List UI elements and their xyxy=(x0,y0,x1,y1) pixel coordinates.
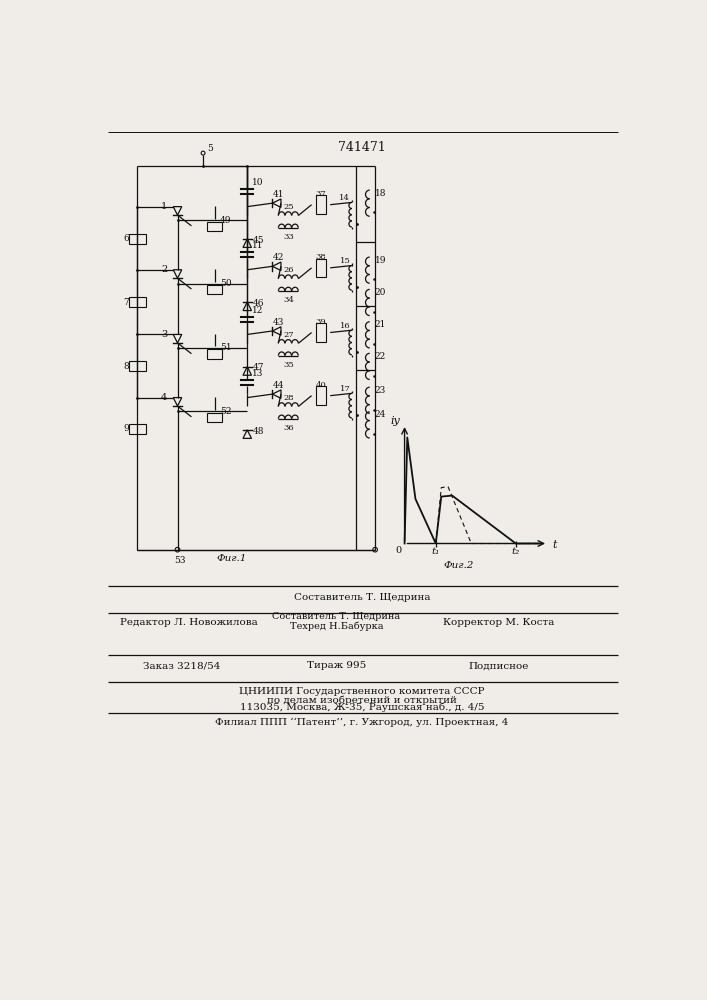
Text: 36: 36 xyxy=(283,424,293,432)
Polygon shape xyxy=(272,327,281,335)
Text: 16: 16 xyxy=(339,322,350,330)
Text: Корректор М. Коста: Корректор М. Коста xyxy=(443,618,555,627)
Text: 34: 34 xyxy=(283,296,294,304)
Text: 50: 50 xyxy=(220,279,231,288)
Text: t₁: t₁ xyxy=(432,547,440,556)
Text: 14: 14 xyxy=(339,194,351,202)
Text: 15: 15 xyxy=(339,257,350,265)
Bar xyxy=(207,285,223,294)
Text: 27: 27 xyxy=(283,331,293,339)
Text: 6: 6 xyxy=(124,234,129,243)
Bar xyxy=(316,195,326,214)
Polygon shape xyxy=(272,199,281,207)
Text: Тираж 995: Тираж 995 xyxy=(307,661,366,670)
Text: 4: 4 xyxy=(161,393,168,402)
Text: t₂: t₂ xyxy=(512,547,520,556)
Text: Заказ 3218/54: Заказ 3218/54 xyxy=(143,661,220,670)
Text: 37: 37 xyxy=(315,190,326,198)
Text: Фиг.1: Фиг.1 xyxy=(216,554,247,563)
Bar xyxy=(129,361,146,371)
Text: 21: 21 xyxy=(375,320,386,329)
Text: t: t xyxy=(552,540,556,550)
Text: 19: 19 xyxy=(375,256,386,265)
Polygon shape xyxy=(173,207,182,215)
Text: 8: 8 xyxy=(124,362,129,371)
Text: 23: 23 xyxy=(375,386,386,395)
Text: 51: 51 xyxy=(220,343,231,352)
Text: 20: 20 xyxy=(375,288,386,297)
Text: 13: 13 xyxy=(252,369,263,378)
Text: 25: 25 xyxy=(283,203,293,211)
Text: 26: 26 xyxy=(283,266,293,274)
Text: 17: 17 xyxy=(339,385,350,393)
Text: 33: 33 xyxy=(283,233,293,241)
Text: 0: 0 xyxy=(395,546,402,555)
Text: Подписное: Подписное xyxy=(469,661,530,670)
Text: 53: 53 xyxy=(174,556,185,565)
Bar xyxy=(207,413,223,422)
Text: 2: 2 xyxy=(161,265,168,274)
Polygon shape xyxy=(243,239,252,247)
Text: 49: 49 xyxy=(220,216,231,225)
Text: 45: 45 xyxy=(252,236,264,245)
Polygon shape xyxy=(173,270,182,278)
Text: 24: 24 xyxy=(375,410,386,419)
Text: 22: 22 xyxy=(375,352,386,361)
Text: 39: 39 xyxy=(315,318,326,326)
Text: по делам изобретений и открытий: по делам изобретений и открытий xyxy=(267,695,457,705)
Text: 18: 18 xyxy=(375,189,386,198)
Text: 44: 44 xyxy=(272,381,284,390)
Text: 35: 35 xyxy=(283,361,293,369)
Text: 47: 47 xyxy=(252,363,264,372)
Text: 48: 48 xyxy=(252,427,264,436)
Polygon shape xyxy=(272,262,281,271)
Text: Редактор Л. Новожилова: Редактор Л. Новожилова xyxy=(120,618,258,627)
Bar xyxy=(129,297,146,307)
Polygon shape xyxy=(243,302,252,311)
Text: 42: 42 xyxy=(273,253,284,262)
Text: Фиг.2: Фиг.2 xyxy=(443,561,474,570)
Text: 113035, Москва, Ж-35, Раушская наб., д. 4/5: 113035, Москва, Ж-35, Раушская наб., д. … xyxy=(240,703,484,712)
Text: 7: 7 xyxy=(124,298,129,307)
Bar xyxy=(207,349,223,359)
Text: 5: 5 xyxy=(207,144,213,153)
Text: 40: 40 xyxy=(315,381,326,389)
Text: Составитель Т. Щедрина: Составитель Т. Щедрина xyxy=(293,593,430,602)
Polygon shape xyxy=(173,334,182,343)
Polygon shape xyxy=(243,367,252,375)
Text: ЦНИИПИ Государственного комитета СССР: ЦНИИПИ Государственного комитета СССР xyxy=(239,687,485,696)
Text: 28: 28 xyxy=(283,394,293,402)
Text: Составитель Т. Щедрина: Составитель Т. Щедрина xyxy=(272,612,400,621)
Text: 38: 38 xyxy=(315,253,326,261)
Polygon shape xyxy=(243,430,252,438)
Polygon shape xyxy=(173,398,182,406)
Text: 11: 11 xyxy=(252,241,263,250)
Bar xyxy=(316,259,326,277)
Bar xyxy=(316,386,326,405)
Text: 46: 46 xyxy=(252,299,264,308)
Text: Техред Н.Бабурка: Техред Н.Бабурка xyxy=(290,622,383,631)
Text: 10: 10 xyxy=(252,178,263,187)
Bar xyxy=(316,323,326,342)
Polygon shape xyxy=(272,390,281,398)
Text: 741471: 741471 xyxy=(338,141,386,154)
Bar xyxy=(129,424,146,434)
Text: iу: iу xyxy=(390,416,400,426)
Text: 43: 43 xyxy=(273,318,284,327)
Bar xyxy=(207,222,223,231)
Text: 1: 1 xyxy=(161,202,168,211)
Text: 3: 3 xyxy=(161,330,168,339)
Text: Филиал ППП ‘‘Патент’’, г. Ужгород, ул. Проектная, 4: Филиал ППП ‘‘Патент’’, г. Ужгород, ул. П… xyxy=(215,717,508,727)
Text: 9: 9 xyxy=(124,424,129,433)
Text: 41: 41 xyxy=(272,190,284,199)
Text: 12: 12 xyxy=(252,306,263,315)
Bar xyxy=(129,234,146,244)
Text: 52: 52 xyxy=(220,407,231,416)
